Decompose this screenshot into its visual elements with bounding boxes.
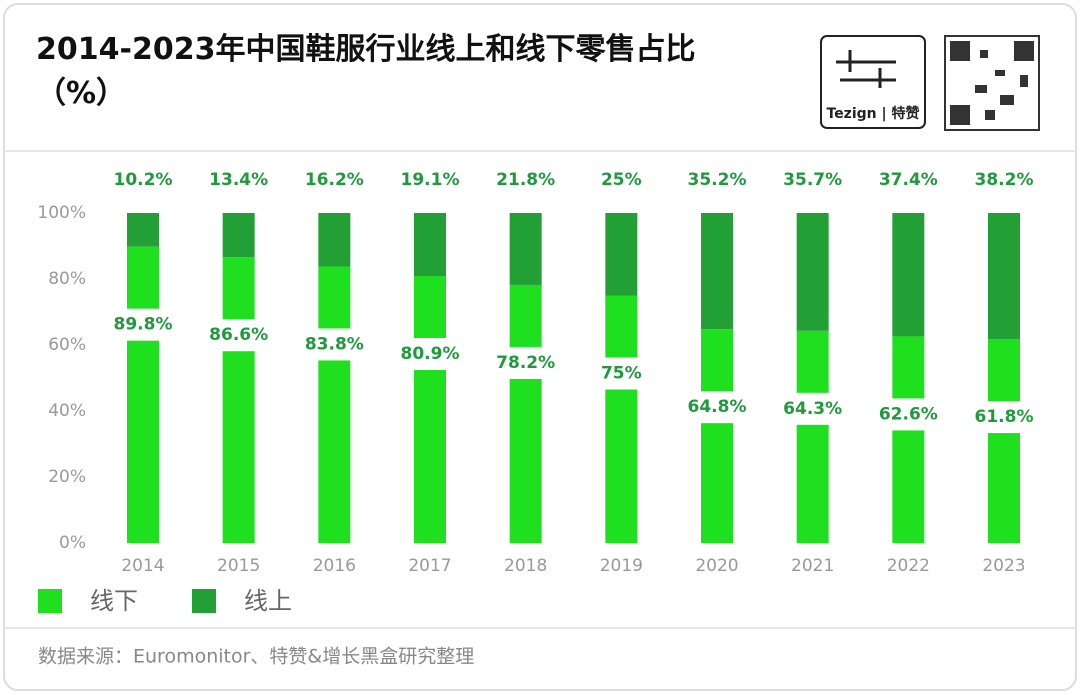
value-label: 35.7% <box>783 170 842 190</box>
bar-segment <box>605 295 638 543</box>
bar-segment <box>318 266 351 543</box>
x-tick-label: 2017 <box>408 556 451 576</box>
y-tick-label: 20% <box>48 467 86 487</box>
bar-segment <box>127 213 159 247</box>
bar-segment <box>509 284 542 543</box>
bar-segment <box>605 213 638 296</box>
bar-segment <box>701 213 733 330</box>
bar-segment <box>414 213 446 277</box>
x-tick-label: 2016 <box>313 556 356 576</box>
label-bg <box>109 308 177 341</box>
label-bg <box>396 338 464 371</box>
label-bg <box>587 357 656 390</box>
value-label: 38.2% <box>975 170 1034 190</box>
value-label: 62.6% <box>879 404 938 424</box>
bar-segment <box>892 213 925 337</box>
x-tick-label: 2020 <box>695 556 738 576</box>
label-bg <box>683 391 751 424</box>
bar-segment <box>796 330 829 543</box>
value-label: 89.8% <box>114 315 173 335</box>
value-label: 35.2% <box>688 170 747 190</box>
bar-segment <box>988 339 1020 543</box>
value-label: 16.2% <box>305 170 364 190</box>
x-tick-label: 2019 <box>600 556 643 576</box>
label-bg <box>874 398 943 431</box>
y-tick-label: 60% <box>48 335 86 355</box>
bar-segment <box>127 246 159 543</box>
value-label: 13.4% <box>209 170 268 190</box>
value-label: 10.2% <box>114 170 173 190</box>
value-label: 37.4% <box>879 170 938 190</box>
label-bg <box>778 392 847 425</box>
logo-frame <box>820 35 926 129</box>
value-label: 83.8% <box>305 334 364 354</box>
value-label: 64.3% <box>783 399 842 419</box>
qr-pattern <box>950 41 1034 125</box>
bar-segment <box>796 213 829 331</box>
value-label: 80.9% <box>401 344 460 364</box>
bar-segment <box>414 276 446 543</box>
value-label: 75% <box>601 364 642 384</box>
legend-swatch <box>192 589 216 613</box>
value-label: 19.1% <box>401 170 460 190</box>
value-label: 64.8% <box>688 397 747 417</box>
label-bg <box>300 328 369 361</box>
label-bg <box>204 319 273 352</box>
y-tick-label: 80% <box>48 269 86 289</box>
bar-segment <box>222 257 255 543</box>
title-box: 2014-2023年中国鞋服行业线上和线下零售占比（%） <box>36 32 696 111</box>
y-tick-label: 0% <box>59 533 86 553</box>
x-tick-label: 2014 <box>121 556 164 576</box>
value-label: 61.8% <box>975 407 1034 427</box>
bar-segment <box>988 213 1020 340</box>
source: 数据来源：Euromonitor、特赞&增长黑盒研究整理 <box>38 646 474 668</box>
bar-segment <box>222 213 255 258</box>
value-label: 78.2% <box>496 353 555 373</box>
legend-swatch <box>38 589 62 613</box>
bar-segment <box>318 213 351 267</box>
logo: Tezign | 特赞 <box>820 35 1040 131</box>
legend-label: 线下 <box>90 587 138 615</box>
chart-title: 2014-2023年中国鞋服行业线上和线下零售占比（%） <box>36 32 696 111</box>
label-bg <box>491 346 560 379</box>
x-tick-label: 2022 <box>887 556 930 576</box>
x-tick-label: 2015 <box>217 556 260 576</box>
brand: Tezign | 特赞 <box>827 105 920 122</box>
label-bg <box>970 401 1038 434</box>
logo-icon <box>836 50 896 88</box>
value-label: 86.6% <box>209 325 268 345</box>
value-label: 25% <box>601 170 642 190</box>
x-tick-label: 2018 <box>504 556 547 576</box>
bar-segment <box>701 329 733 543</box>
x-tick-label: 2023 <box>982 556 1025 576</box>
legend-label: 线上 <box>244 587 292 615</box>
bar-segment <box>892 336 925 543</box>
y-tick-label: 100% <box>37 203 86 223</box>
y-tick-label: 40% <box>48 401 86 421</box>
bar-segment <box>509 213 542 285</box>
x-tick-label: 2021 <box>791 556 834 576</box>
value-label: 21.8% <box>496 170 555 190</box>
